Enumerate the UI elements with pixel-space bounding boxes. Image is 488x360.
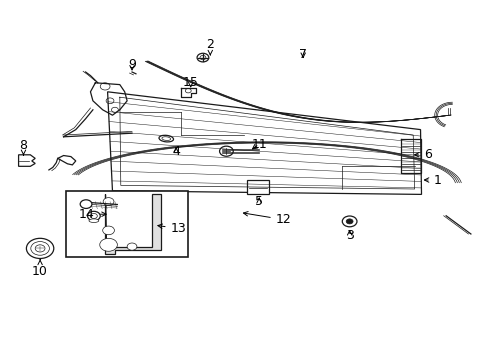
- Circle shape: [100, 238, 117, 251]
- Text: 1: 1: [424, 174, 441, 186]
- FancyBboxPatch shape: [66, 191, 188, 257]
- Circle shape: [87, 211, 100, 221]
- Text: 15: 15: [183, 76, 198, 89]
- Circle shape: [80, 200, 92, 208]
- Circle shape: [103, 198, 114, 206]
- Circle shape: [90, 213, 97, 219]
- Circle shape: [342, 216, 356, 227]
- Text: 5: 5: [255, 195, 263, 208]
- Text: 12: 12: [243, 212, 291, 226]
- Text: 14: 14: [79, 208, 106, 221]
- Circle shape: [127, 243, 137, 250]
- FancyBboxPatch shape: [246, 180, 268, 194]
- Text: 10: 10: [32, 260, 48, 278]
- Text: 7: 7: [299, 48, 306, 60]
- Polygon shape: [107, 92, 421, 194]
- Ellipse shape: [89, 219, 99, 222]
- Text: 6: 6: [414, 148, 431, 161]
- Circle shape: [219, 146, 233, 156]
- Text: 9: 9: [128, 58, 136, 71]
- Text: 13: 13: [158, 222, 186, 235]
- Text: 2: 2: [206, 39, 214, 55]
- Circle shape: [102, 226, 114, 235]
- Circle shape: [26, 238, 54, 258]
- Ellipse shape: [159, 135, 173, 142]
- Text: 3: 3: [345, 229, 353, 242]
- Text: 8: 8: [20, 139, 27, 155]
- Polygon shape: [105, 194, 161, 254]
- Polygon shape: [58, 156, 76, 165]
- Text: 11: 11: [251, 138, 266, 150]
- Text: 4: 4: [172, 145, 180, 158]
- Circle shape: [346, 219, 352, 224]
- Polygon shape: [19, 155, 35, 166]
